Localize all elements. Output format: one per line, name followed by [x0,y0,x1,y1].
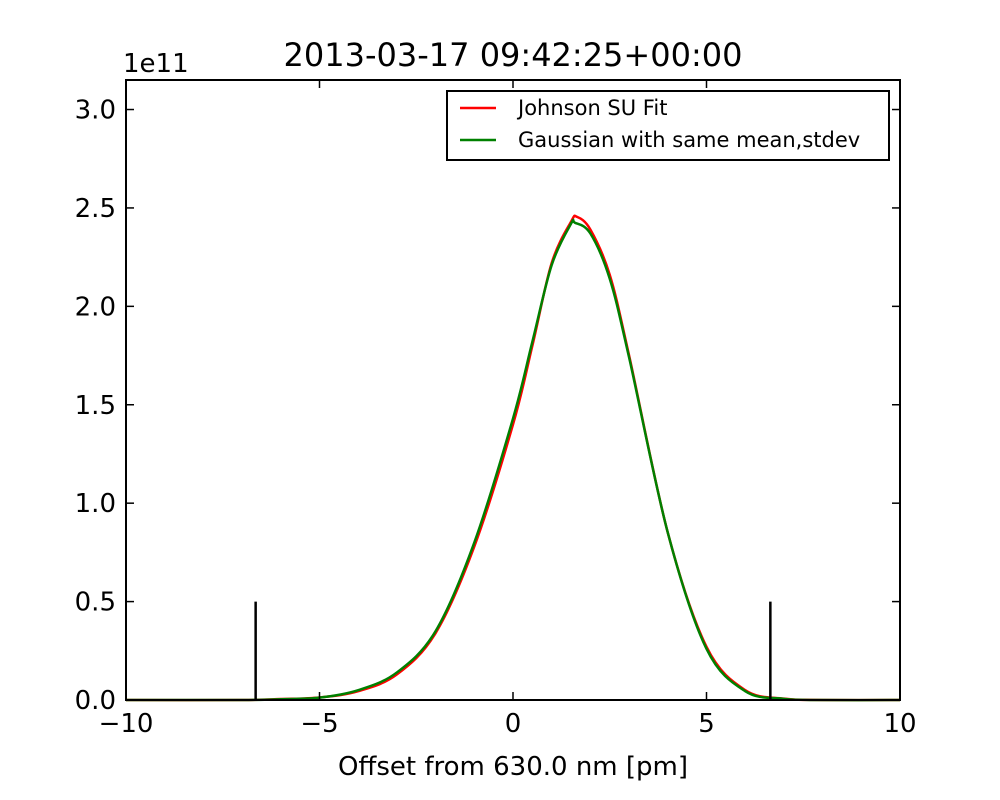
marker-layer [254,601,772,700]
x-axis-label: Offset from 630.0 nm [pm] [338,752,688,782]
x-tick-label-4: 10 [883,709,916,739]
y-tick-label-0: 0.0 [75,686,116,716]
y-multiplier-label: 1e11 [123,49,189,79]
series-layer [125,214,901,702]
series-line-1 [125,218,901,702]
y-tick-label-6: 3.0 [75,96,116,126]
series-line-0 [125,214,901,702]
tick-layer: −10 −5 0 5 10 0.0 0.5 1.0 1.5 2.0 2.5 3.0 [75,80,917,739]
x-tick-label-3: 5 [698,709,715,739]
x-tick-label-2: 0 [505,709,522,739]
chart-title: 2013-03-17 09:42:25+00:00 [284,36,743,74]
x-tick-label-0: −10 [99,709,154,739]
y-tick-label-2: 1.0 [75,489,116,519]
legend-label-gaussian: Gaussian with same mean,stdev [518,128,860,152]
y-tick-label-1: 0.5 [75,588,116,618]
legend-label-johnson-su-fit: Johnson SU Fit [516,96,667,120]
y-tick-label-4: 2.0 [75,292,116,322]
plot-frame [125,79,901,701]
y-tick-label-5: 2.5 [75,194,116,224]
legend: Johnson SU Fit Gaussian with same mean,s… [446,90,890,161]
y-tick-label-3: 1.5 [75,391,116,421]
x-tick-label-1: −5 [300,709,338,739]
legend-box [446,90,890,161]
